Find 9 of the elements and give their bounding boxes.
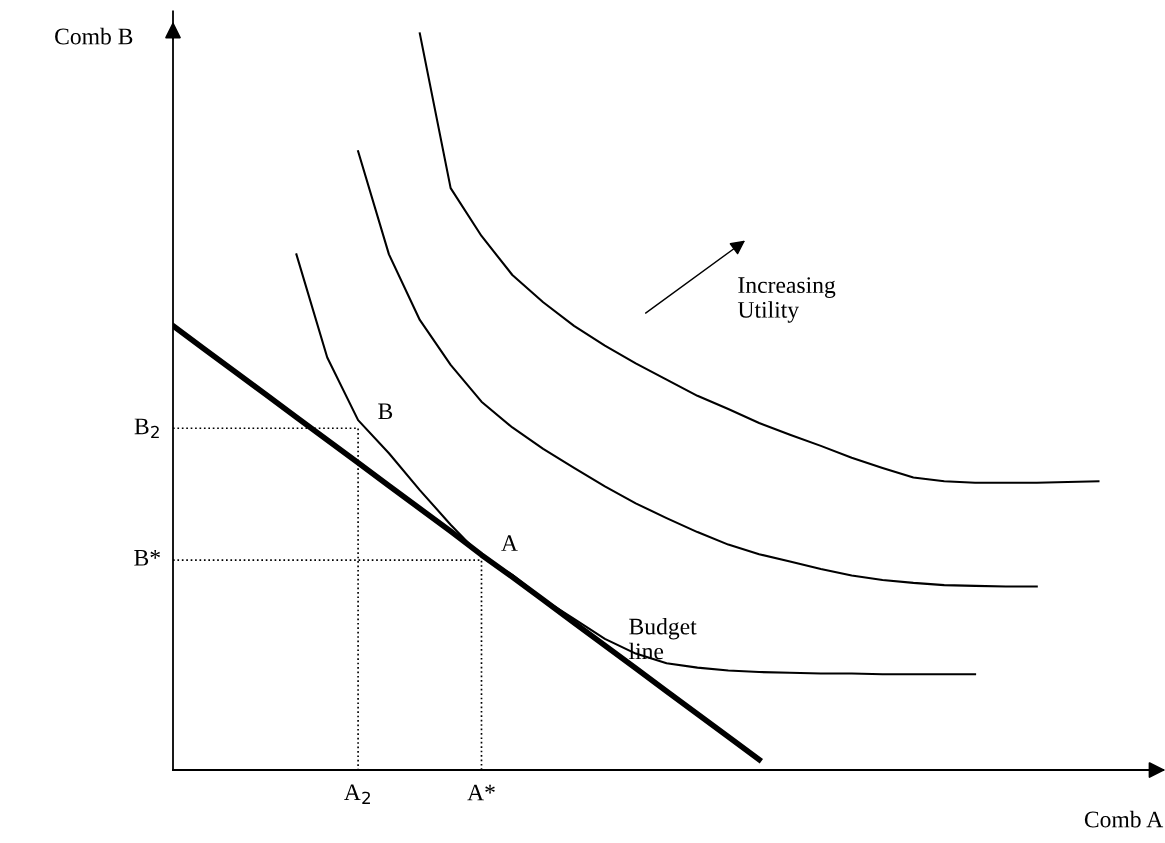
y-axis-title: Comb B bbox=[55, 27, 133, 45]
annotation: Increasing Utility bbox=[737, 277, 836, 323]
text: B* bbox=[134, 550, 160, 566]
annotation: A bbox=[501, 535, 518, 551]
annotation: B bbox=[378, 403, 393, 420]
x-tick-label: A* bbox=[467, 784, 495, 801]
x-tick-label: A$_{2}$ bbox=[344, 784, 370, 804]
text: B$_{2}$ bbox=[134, 418, 159, 439]
x-axis-title: Comb A bbox=[1084, 810, 1164, 828]
